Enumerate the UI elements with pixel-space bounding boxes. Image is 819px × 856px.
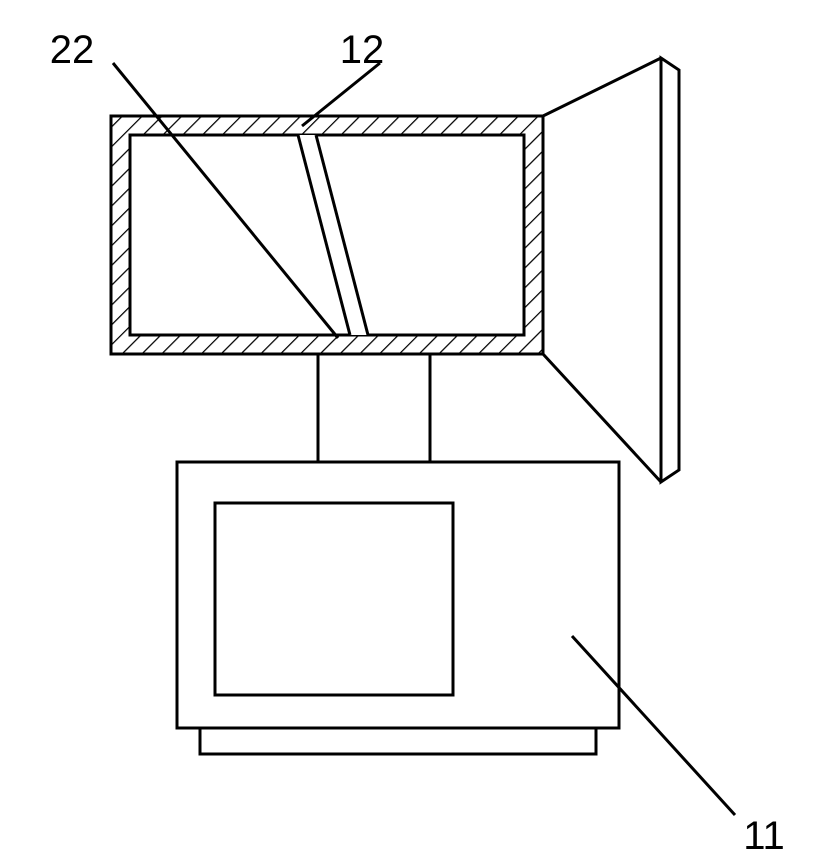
- labels: 22 12 11: [50, 28, 785, 856]
- leader-22: [113, 63, 338, 338]
- lower-inner-window: [215, 503, 453, 695]
- upper-box: [111, 116, 543, 354]
- leader-lines: [113, 63, 735, 815]
- lower-skirt: [200, 728, 596, 754]
- horn-plate: [661, 58, 679, 482]
- label-12: 12: [340, 28, 385, 72]
- leader-11: [572, 636, 735, 815]
- horn-assembly: [543, 58, 679, 482]
- horn-top-edge: [543, 58, 661, 116]
- diagram-canvas: 22 12 11: [0, 0, 819, 856]
- inner-diagonal-bar: [298, 135, 368, 335]
- label-22: 22: [50, 28, 95, 72]
- mid-posts: [318, 354, 430, 462]
- label-11: 11: [743, 814, 785, 856]
- lower-unit: [177, 462, 619, 754]
